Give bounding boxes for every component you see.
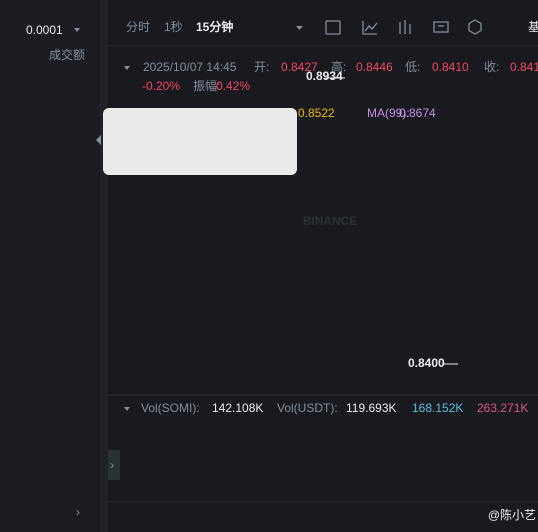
- label: 收:: [484, 60, 499, 74]
- open: 0.8427: [281, 60, 318, 74]
- candle-icon[interactable]: [399, 20, 411, 34]
- volume-toggle[interactable]: [124, 407, 130, 411]
- order-book-panel: [0, 0, 100, 532]
- scroll-arrow: ›: [110, 458, 114, 472]
- label: 低:: [405, 60, 420, 74]
- indicator-icon[interactable]: [362, 21, 378, 35]
- label: 振幅:: [193, 78, 220, 93]
- dropdown-icon: [74, 28, 80, 32]
- info-toggle[interactable]: [124, 66, 130, 70]
- vol-ma1: 168.152K: [412, 401, 463, 415]
- change: -0.20%: [142, 79, 180, 93]
- low: 0.8410: [432, 60, 469, 74]
- order-book-header: 成交额: [49, 47, 85, 62]
- tooltip: [103, 108, 297, 175]
- settings-icon[interactable]: [468, 19, 482, 35]
- precision[interactable]: 0.0001: [26, 23, 63, 37]
- amplitude: 0.42%: [216, 79, 250, 93]
- ma-label: MA(99):: [367, 106, 410, 120]
- label: Vol(USDT):: [277, 401, 338, 415]
- watermark: @陈小艺: [488, 507, 536, 522]
- scroll-handle[interactable]: [108, 450, 120, 480]
- layout-icon[interactable]: [433, 21, 449, 33]
- datetime: 2025/10/07 14:45: [143, 60, 237, 74]
- close: 0.841: [510, 60, 538, 74]
- expand-arrow[interactable]: ›: [76, 505, 80, 519]
- vol-ma2: 263.271K: [477, 401, 528, 415]
- vol-usdt: 119.693K: [346, 401, 397, 415]
- collapse-arrow[interactable]: [96, 135, 101, 145]
- divider: [100, 0, 108, 532]
- ma-value: 0.8522: [298, 106, 335, 120]
- vol-somi: 142.108K: [212, 401, 263, 415]
- toolbar-icons: [325, 19, 482, 35]
- label: Vol(SOMI):: [141, 401, 200, 415]
- tab[interactable]: 基: [528, 20, 538, 34]
- high: 0.8446: [356, 60, 393, 74]
- tab[interactable]: 分时: [126, 20, 150, 34]
- ma99: 0.8674: [399, 106, 436, 120]
- low-annotation: 0.8400: [408, 356, 445, 370]
- tab-active[interactable]: 15分钟: [196, 19, 233, 34]
- tab[interactable]: 1秒: [164, 20, 183, 34]
- high-annotation: 0.8934: [306, 69, 343, 83]
- calendar-icon[interactable]: [325, 20, 341, 35]
- logo-watermark: BINANCE: [303, 214, 358, 228]
- label: 高:: [331, 59, 346, 74]
- interval-dropdown[interactable]: [296, 26, 303, 30]
- label: 开:: [254, 60, 269, 74]
